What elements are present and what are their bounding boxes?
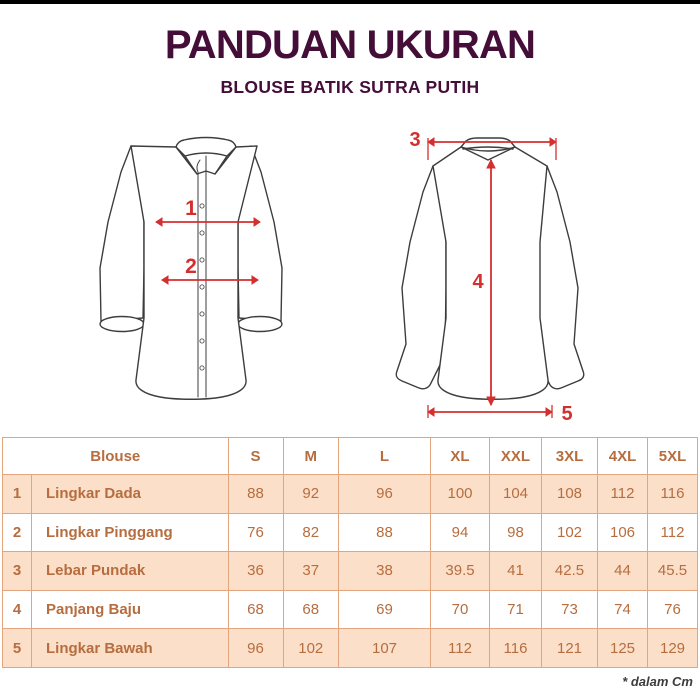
svg-text:5: 5	[561, 403, 572, 425]
svg-text:4: 4	[472, 271, 484, 293]
svg-text:2: 2	[185, 255, 197, 278]
svg-text:3: 3	[409, 129, 420, 151]
svg-text:1: 1	[185, 197, 197, 220]
